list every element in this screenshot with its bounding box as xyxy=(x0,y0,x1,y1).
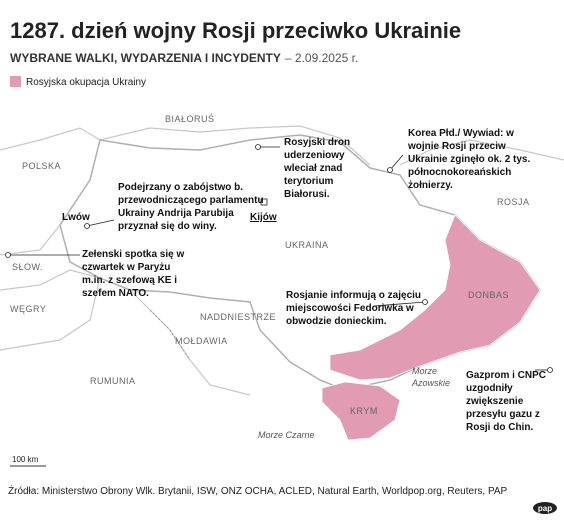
border-russia xyxy=(399,139,564,166)
place-label: RUMUNIA xyxy=(90,376,136,386)
border-slovakia xyxy=(0,269,101,291)
marker xyxy=(84,223,90,229)
place-label: UKRAINA xyxy=(285,240,329,250)
place-label: MOŁDAWIA xyxy=(175,336,228,346)
place-label: DONBAS xyxy=(468,290,509,300)
logo-badge xyxy=(533,502,557,514)
place-label: NADDNIESTRZE xyxy=(200,312,276,322)
annotation-line: Zełenski spotka się w xyxy=(82,249,184,260)
logo: pap xyxy=(538,504,552,513)
border-moldova xyxy=(129,289,251,396)
scale-label: 100 km xyxy=(12,455,39,464)
border-north xyxy=(0,125,371,166)
source: Źródła: Ministerstwo Obrony Wlk. Brytani… xyxy=(8,484,508,497)
annotation-line: wojnie Rosji przeciw xyxy=(407,141,506,152)
annotation-line: Rosyjski dron xyxy=(284,137,350,148)
annotation-line: Ukrainy Andrija Parubija xyxy=(118,208,234,219)
annotation-line: terytorium xyxy=(284,176,334,187)
annotation-line: wleciał znad xyxy=(283,163,342,174)
leader xyxy=(373,301,426,307)
marker xyxy=(387,167,393,173)
legend-swatch xyxy=(10,76,21,87)
place-label: KRYM xyxy=(350,406,378,416)
annotation-line: Białorusi. xyxy=(284,189,330,200)
marker xyxy=(422,299,428,305)
capital-marker xyxy=(260,198,268,206)
annotation-line: obwodzie donieckim. xyxy=(286,316,387,327)
annotation-line: przewodniczącego parlamentu xyxy=(118,195,264,206)
annotation-line: północnokoreańskich xyxy=(408,167,511,178)
transnistria xyxy=(149,309,191,361)
border-hungary xyxy=(0,277,101,351)
annotation-line: Gazprom i CNPC xyxy=(466,370,546,381)
annotation-line: przyznał się do winy. xyxy=(118,221,217,232)
marker xyxy=(5,252,11,258)
title: 1287. dzień wojny Rosji przeciwko Ukrain… xyxy=(10,18,461,43)
annotation-line: uderzeniowy xyxy=(284,150,345,161)
annotation-line: Rosji do Chin. xyxy=(466,422,533,433)
sea-label: Morze xyxy=(412,366,437,376)
occupied-crimea xyxy=(321,381,401,441)
annotation-line: m.in. z szefową KE i xyxy=(82,275,177,286)
annotation-line: uzgodniły xyxy=(466,383,513,394)
place-label: Lwów xyxy=(62,212,90,223)
annotation-line: miejscowości Fedoriwka w xyxy=(286,303,414,314)
marker xyxy=(547,367,553,373)
annotation-line: Rosjanie informują o zajęciu xyxy=(286,290,421,301)
subtitle-date: – 2.09.2025 r. xyxy=(285,51,358,65)
leader xyxy=(389,154,404,171)
occupied-east xyxy=(329,214,541,381)
leaders xyxy=(5,144,553,373)
annotation-line: żołnierzy. xyxy=(408,180,453,191)
place-label: SŁOW. xyxy=(12,262,43,272)
annotation-line: szefem NATO. xyxy=(82,288,149,299)
legend-label: Rosyjska okupacja Ukrainy xyxy=(26,77,146,88)
annotation-line: Ukrainie zginęło ok. 2 tys. xyxy=(408,154,530,165)
annotation-line: Podejrzany o zabójstwo b. xyxy=(118,182,243,193)
place-label: POLSKA xyxy=(22,161,61,171)
annotation-line: czwartek w Paryżu xyxy=(82,262,170,273)
place-label: BIAŁORUŚ xyxy=(165,113,215,124)
marker xyxy=(255,144,261,150)
place-label: WĘGRY xyxy=(10,304,46,314)
subtitle-main: WYBRANE WALKI, WYDARZENIA I INCYDENTY xyxy=(10,51,281,65)
sea-label: Azowskie xyxy=(411,378,450,388)
sea-label: Morze Czarne xyxy=(258,430,315,440)
place-label: ROSJA xyxy=(497,197,530,207)
annotation-line: przesyłu gazu z xyxy=(466,409,540,420)
annotation-line: zwiększenie xyxy=(466,396,524,407)
annotation-line: Korea Płd./ Wywiad: w xyxy=(408,128,514,139)
leader xyxy=(86,219,115,227)
subtitle: WYBRANE WALKI, WYDARZENIA I INCYDENTY – 2… xyxy=(10,51,358,65)
place-label: Kijów xyxy=(250,212,277,223)
